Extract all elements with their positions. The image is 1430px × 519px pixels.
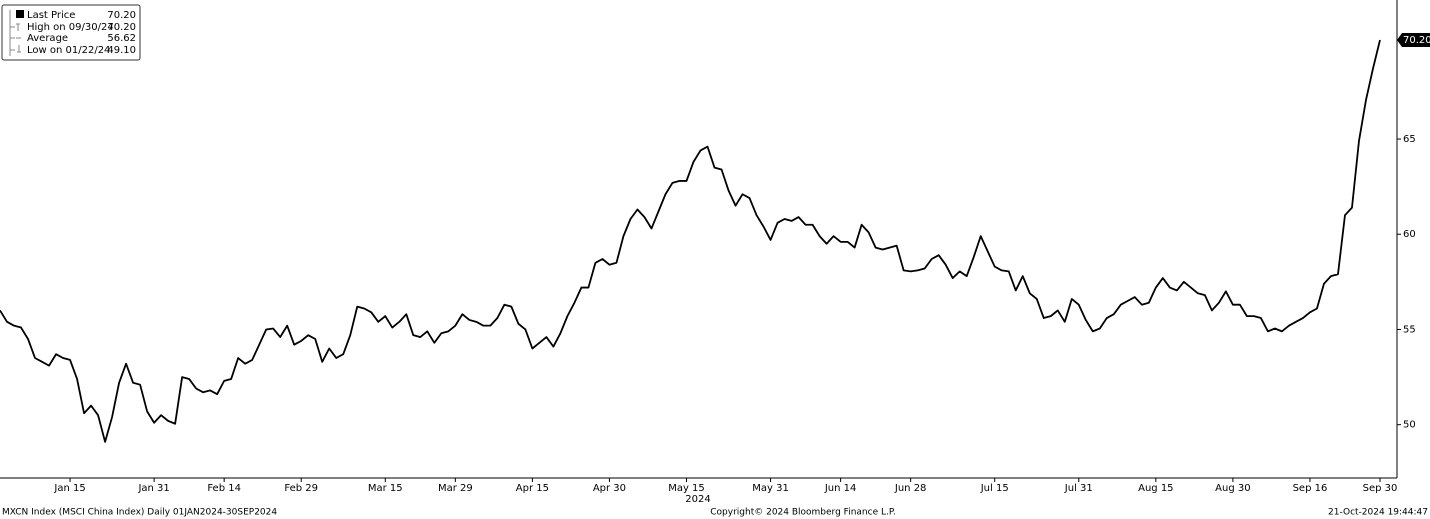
y-tick-label: 50	[1403, 420, 1416, 431]
legend: Last Price 70.20 High on 09/30/24 70.20 …	[1, 4, 141, 61]
y-tick-label: 65	[1403, 134, 1416, 145]
legend-label: Average	[27, 33, 68, 44]
legend-label: Last Price	[27, 10, 75, 21]
footer-center: Copyright© 2024 Bloomberg Finance L.P.	[710, 508, 895, 518]
x-tick-label: Feb 14	[207, 483, 241, 494]
footer-right: 21-Oct-2024 19:44:47	[1328, 508, 1428, 518]
legend-box	[1, 4, 141, 61]
y-tick-label: 60	[1403, 229, 1416, 240]
legend-swatch	[16, 10, 24, 18]
x-tick-label: Jan 31	[137, 483, 169, 494]
x-tick-label: Sep 16	[1293, 483, 1328, 494]
x-tick-label: Aug 30	[1215, 483, 1250, 494]
y-tick-label: 55	[1403, 324, 1416, 335]
x-tick-label: Sep 30	[1363, 483, 1398, 494]
legend-value: 70.20	[107, 10, 136, 21]
x-tick-label: Jun 28	[894, 483, 927, 494]
x-tick-label: Mar 15	[368, 483, 403, 494]
x-tick-label: Apr 15	[516, 483, 549, 494]
x-tick-label: May 31	[752, 483, 789, 494]
x-tick-label: Mar 29	[438, 483, 473, 494]
last-price-tag	[1397, 32, 1430, 47]
x-tick-label: Jul 15	[980, 483, 1009, 494]
x-tick-label: Jan 15	[53, 483, 85, 494]
legend-label: High on 09/30/24	[27, 22, 114, 33]
x-tick-label: Apr 30	[593, 483, 626, 494]
x-tick-label: Jun 14	[824, 483, 857, 494]
legend-value: 56.62	[107, 33, 136, 44]
legend-value: 49.10	[107, 45, 136, 56]
price-line	[0, 39, 1381, 443]
footer-left: MXCN Index (MSCI China Index) Daily 01JA…	[2, 508, 277, 518]
legend-tree	[9, 10, 21, 56]
footer: MXCN Index (MSCI China Index) Daily 01JA…	[2, 508, 1428, 518]
x-tick-label: May 15	[668, 483, 705, 494]
legend-label: Low on 01/22/24	[27, 45, 110, 56]
x-tick-label: Jul 31	[1064, 483, 1093, 494]
x-tick-label: Aug 15	[1138, 483, 1173, 494]
x-tick-label: Feb 29	[284, 483, 318, 494]
x-year-label: 2024	[685, 494, 710, 505]
last-price-label: 70.20	[1403, 35, 1430, 46]
legend-value: 70.20	[107, 22, 136, 33]
